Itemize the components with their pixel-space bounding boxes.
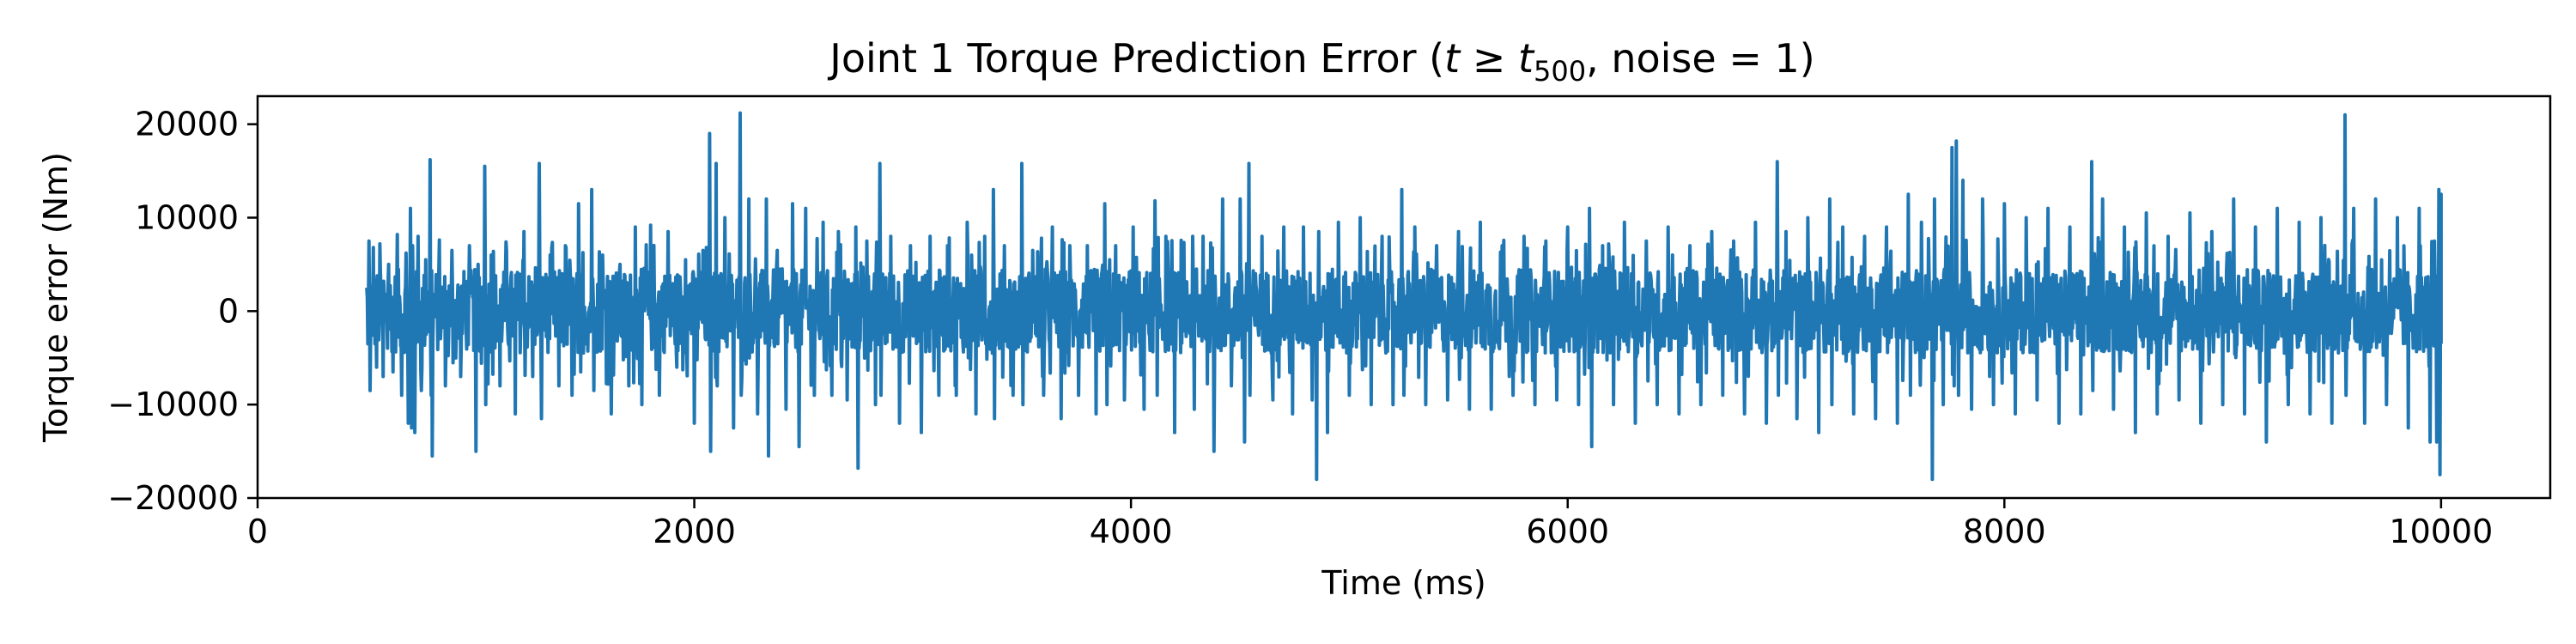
x-axis-label: Time (ms) — [1321, 564, 1486, 602]
series-layer — [365, 111, 2443, 482]
x-tick-label: 6000 — [1526, 513, 1609, 550]
y-tick-label: 20000 — [135, 106, 239, 143]
y-tick-label: −20000 — [107, 479, 239, 517]
y-tick-label: −10000 — [107, 386, 239, 423]
y-tick-label: 10000 — [135, 198, 239, 236]
plot-frame — [256, 94, 2552, 500]
series-line-0 — [365, 111, 2443, 482]
x-tick-label: 8000 — [1963, 513, 2046, 550]
x-tick-label: 0 — [247, 513, 268, 550]
y-tick-label: 0 — [218, 292, 239, 330]
x-axis-ticks: 0 2000 4000 6000 8000 10000 — [247, 498, 2493, 550]
y-axis-ticks: −20000 −10000 0 10000 20000 — [107, 106, 258, 517]
x-tick-label: 10000 — [2389, 513, 2493, 550]
chart-title: Joint 1 Torque Prediction Error (t ≥ t50… — [827, 35, 1814, 88]
y-axis-label: Torque error (Nm) — [37, 152, 75, 443]
x-tick-label: 2000 — [653, 513, 736, 550]
x-tick-label: 4000 — [1090, 513, 1173, 550]
